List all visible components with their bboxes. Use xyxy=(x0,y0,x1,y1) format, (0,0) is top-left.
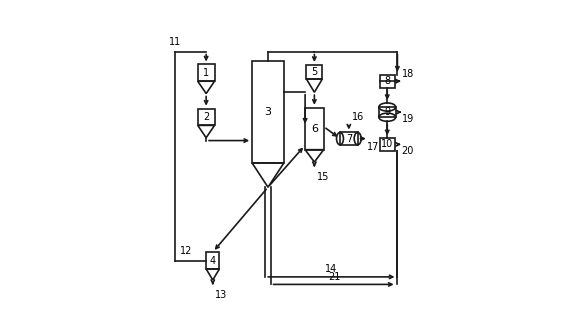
Text: 1: 1 xyxy=(203,68,209,78)
Text: 4: 4 xyxy=(210,255,216,266)
Text: 11: 11 xyxy=(169,37,181,47)
Text: 8: 8 xyxy=(384,76,391,86)
Text: 14: 14 xyxy=(325,264,337,274)
Text: 20: 20 xyxy=(402,146,414,156)
Text: 17: 17 xyxy=(367,142,379,152)
Text: 9: 9 xyxy=(384,107,391,117)
Text: 5: 5 xyxy=(311,67,318,77)
Text: 15: 15 xyxy=(316,172,329,182)
Text: 6: 6 xyxy=(311,124,318,134)
Text: 18: 18 xyxy=(402,69,414,79)
Text: 7: 7 xyxy=(346,134,352,144)
Text: 3: 3 xyxy=(264,107,272,117)
Text: 2: 2 xyxy=(203,112,209,122)
Text: 21: 21 xyxy=(328,272,340,282)
Text: 10: 10 xyxy=(381,139,393,149)
Text: 13: 13 xyxy=(215,290,227,300)
Text: 19: 19 xyxy=(402,114,414,124)
Text: 16: 16 xyxy=(351,112,364,122)
Text: 12: 12 xyxy=(179,246,192,256)
